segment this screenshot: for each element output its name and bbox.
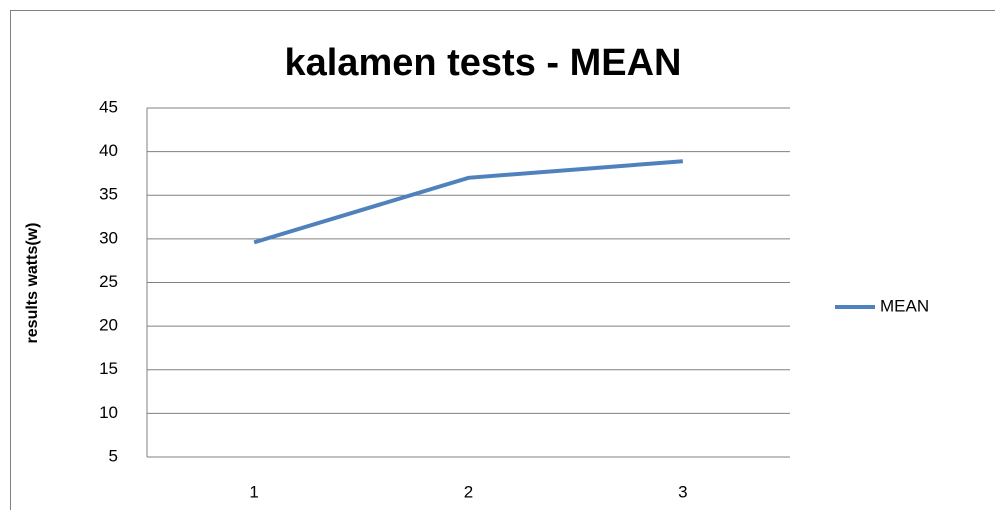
y-tick-label: 45	[99, 97, 118, 116]
x-tick-label: 3	[678, 482, 687, 501]
y-tick-label: 10	[99, 403, 118, 422]
x-tick-label: 1	[249, 482, 258, 501]
y-tick-label: 5	[109, 446, 118, 465]
y-tick-label: 30	[99, 228, 118, 247]
y-tick-label: 25	[99, 272, 118, 291]
data-line	[253, 159, 683, 245]
y-tick-label: 20	[99, 316, 118, 335]
chart-title: kalamen tests - MEAN	[284, 42, 681, 84]
y-tick-label: 40	[99, 141, 118, 160]
legend-label: MEAN	[880, 296, 929, 315]
x-tick-label: 2	[464, 482, 473, 501]
chart-border	[10, 10, 995, 510]
y-axis-title: results watts(w)	[24, 223, 41, 344]
y-tick-label: 35	[99, 185, 118, 204]
y-tick-label: 15	[99, 359, 118, 378]
